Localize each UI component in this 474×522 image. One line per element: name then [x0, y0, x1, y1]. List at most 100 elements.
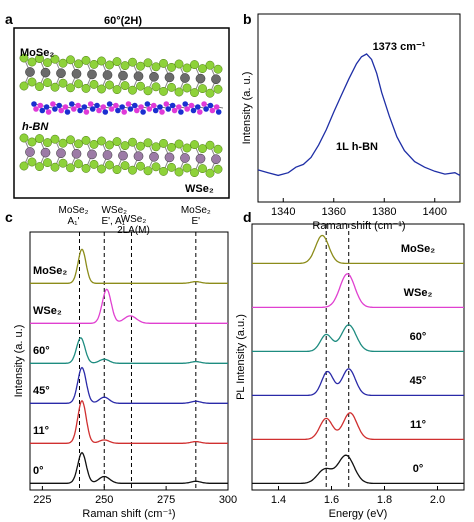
panel-letter-d: d	[243, 209, 252, 225]
wse2-se-atom	[159, 166, 168, 176]
mose2-se-atom	[89, 59, 99, 69]
wse2-se-atom	[66, 135, 75, 145]
series-label: 0°	[413, 463, 424, 475]
mose2-metal-atom	[71, 68, 82, 79]
mose2-se-atom	[58, 78, 68, 88]
wse2-se-atom	[190, 168, 199, 178]
peak-assignment-label: WSe₂	[101, 205, 127, 216]
peak-assignment-label: E'	[192, 216, 201, 227]
mose2-se-atom	[66, 55, 75, 65]
wse2-se-atom	[205, 168, 215, 178]
mose2-metal-atom	[87, 69, 97, 80]
wse2-se-atom	[50, 162, 60, 172]
x-axis-label: Raman shift (cm⁻¹)	[82, 508, 175, 520]
plot-frame	[251, 223, 465, 491]
mose2-metal-atom	[180, 73, 190, 83]
wse2-metal-atom	[118, 150, 128, 161]
mose2-metal-atom	[149, 71, 159, 82]
x-tick-label: 250	[95, 494, 113, 506]
plot-frame	[257, 13, 461, 203]
plot-frame	[29, 231, 229, 491]
hbn-atom	[209, 107, 216, 114]
spectrum-line	[252, 324, 464, 353]
mose2-se-atom	[89, 79, 99, 89]
spectrum-line	[30, 451, 228, 484]
mose2-se-atom	[136, 81, 145, 91]
hbn-atom	[121, 109, 127, 115]
stacking-title: 60°(2H)	[104, 15, 142, 27]
wse2-se-atom	[105, 160, 114, 170]
mose2-se-atom	[198, 84, 207, 94]
wse2-se-atom	[136, 161, 145, 171]
mose2-se-atom	[112, 57, 122, 67]
sample-label: 1L h-BN	[336, 141, 378, 153]
hbn-atom	[37, 102, 44, 109]
wse2-se-atom	[74, 139, 83, 149]
wse2-metal-atom	[25, 147, 35, 157]
series-label: WSe₂	[33, 305, 62, 317]
series-label: 0°	[33, 465, 44, 477]
x-tick-label: 1380	[372, 206, 396, 218]
hbn-atom	[195, 104, 201, 110]
mose2-se-atom	[43, 58, 52, 68]
hbn-atom	[188, 102, 195, 109]
wse2-se-atom	[198, 164, 207, 174]
mose2-se-atom	[120, 61, 130, 71]
series-label: 45°	[410, 375, 427, 387]
panel-d: d 1.4 1.6 1.8 2.0 Energy (eV) PL Intensity (a…	[235, 209, 465, 520]
mose2-se-atom	[198, 64, 207, 74]
wse2-se-atom	[120, 141, 130, 151]
wse2-se-atom	[151, 162, 161, 172]
spectrum-line	[30, 399, 228, 444]
wse2-layer-label: WSe₂	[185, 183, 214, 195]
wse2-se-atom	[128, 165, 137, 175]
series-label: MoSe₂	[401, 243, 435, 255]
hbn-atom	[87, 101, 94, 107]
panel-letter-c: c	[5, 209, 13, 225]
wse2-metal-atom	[149, 151, 159, 162]
mose2-se-atom	[174, 59, 184, 69]
hbn-atom	[119, 104, 125, 110]
x-tick-label: 275	[157, 494, 175, 506]
hbn-atom	[169, 102, 176, 109]
hbn-atom	[178, 109, 184, 115]
wse2-se-atom	[213, 144, 223, 154]
hbn-atom	[33, 106, 39, 112]
panel-letter-a: a	[5, 11, 13, 27]
mose2-se-atom	[97, 56, 106, 66]
peak-assignment-label: MoSe₂	[58, 205, 88, 216]
hbn-atom	[43, 104, 50, 110]
hbn-atom	[94, 102, 100, 109]
hbn-atom	[159, 109, 165, 115]
mose2-se-atom	[143, 58, 153, 68]
hbn-atom	[127, 106, 134, 112]
hbn-atom	[182, 101, 188, 107]
mose2-se-atom	[151, 62, 161, 72]
series-label: 60°	[410, 331, 427, 343]
spectrum-line	[252, 234, 464, 265]
mose2-layer-label: MoSe₂	[20, 47, 54, 59]
hbn-atom	[152, 107, 159, 114]
wse2-se-atom	[190, 140, 199, 150]
series-label: 45°	[33, 385, 50, 397]
mose2-se-atom	[205, 88, 215, 98]
hbn-atom	[115, 107, 121, 114]
hbn-atom	[163, 101, 170, 107]
wse2-metal-atom	[87, 149, 97, 160]
mose2-se-atom	[205, 60, 215, 70]
wse2-se-atom	[35, 134, 44, 144]
x-tick-label: 1340	[271, 206, 295, 218]
hbn-atom	[62, 104, 69, 110]
panel-a: a 60°(2H) MoSe₂ h-BN WSe₂	[5, 11, 230, 199]
mose2-metal-atom	[118, 70, 128, 81]
wse2-se-atom	[167, 142, 176, 152]
mose2-metal-atom	[25, 67, 35, 77]
mose2-se-atom	[35, 82, 44, 92]
peak-assignment-label: 2LA(M)	[117, 225, 150, 236]
hbn-atom	[125, 101, 132, 107]
hbn-atom	[81, 104, 88, 110]
hbn-atom	[77, 107, 83, 114]
hbn-atom	[50, 101, 56, 107]
mose2-se-atom	[50, 54, 60, 64]
x-tick-label: 225	[33, 494, 51, 506]
